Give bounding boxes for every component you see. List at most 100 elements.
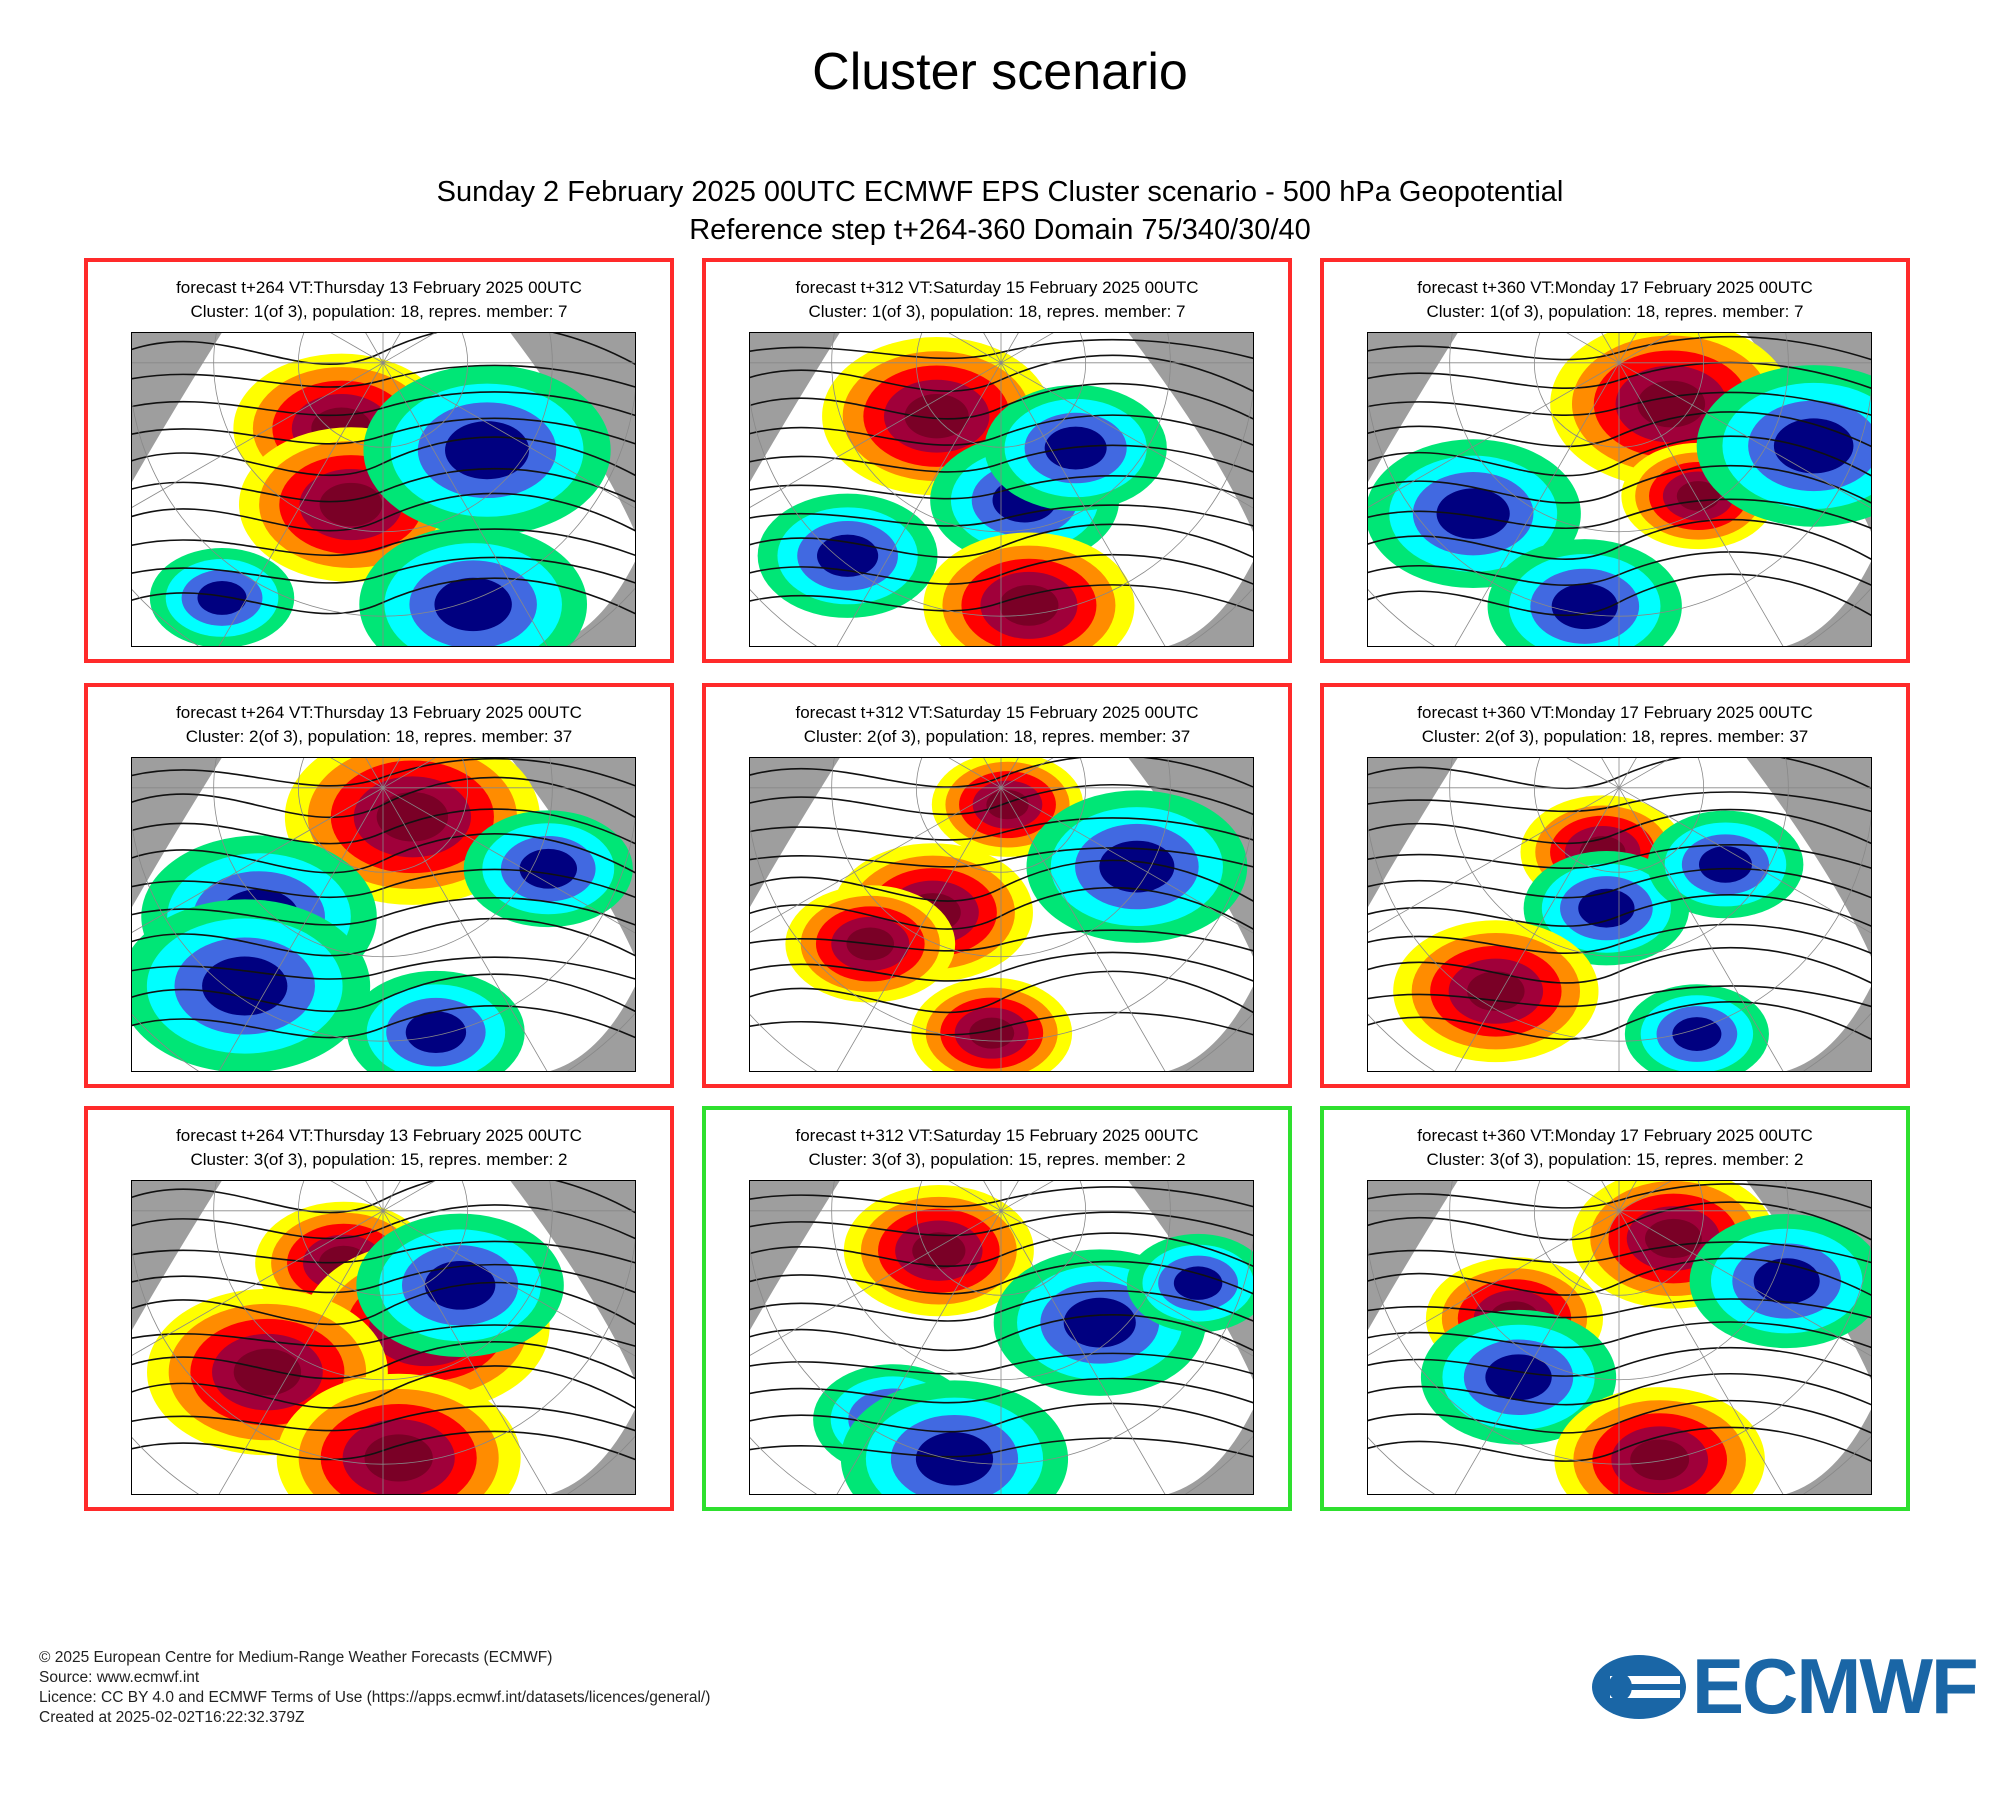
longitude-gridline: [218, 362, 384, 646]
longitude-gridline: [836, 787, 1002, 1071]
geopotential-contour: [132, 1405, 635, 1432]
longitude-gridline: [836, 1210, 1002, 1494]
geopotential-contour: [1368, 946, 1871, 984]
longitude-gridline: [750, 1210, 1002, 1356]
map-outside-area: [510, 333, 635, 532]
geopotential-contour: [132, 436, 635, 477]
geopotential-contour: [1368, 335, 1871, 361]
cluster-panel: forecast t+360 VT:Monday 17 February 202…: [1320, 1106, 1910, 1511]
positive-anomaly-area: [1676, 481, 1720, 511]
geopotential-contour: [750, 1314, 1253, 1352]
longitude-gridline: [1000, 1210, 1166, 1494]
longitude-gridline: [132, 362, 384, 508]
geopotential-contour: [750, 1186, 1253, 1208]
longitude-gridline: [1000, 787, 1253, 934]
cluster-panel: forecast t+360 VT:Monday 17 February 202…: [1320, 258, 1910, 663]
negative-anomaly-area: [1099, 840, 1175, 893]
geopotential-map: [749, 332, 1254, 647]
footer-created: Created at 2025-02-02T16:22:32.379Z: [39, 1709, 305, 1726]
negative-anomaly-area: [445, 421, 530, 480]
negative-anomaly-area: [1173, 1266, 1223, 1300]
geopotential-contour: [1368, 1321, 1871, 1349]
longitude-gridline: [1000, 362, 1253, 509]
longitude-gridline: [382, 362, 548, 646]
geopotential-contour: [750, 382, 1253, 420]
longitude-gridline: [382, 787, 548, 1071]
longitude-gridline: [1368, 1210, 1620, 1356]
geopotential-contour: [132, 1181, 635, 1214]
geopotential-contour: [132, 467, 635, 503]
panel-header: forecast t+360 VT:Monday 17 February 202…: [1324, 701, 1906, 749]
longitude-gridline: [382, 362, 635, 509]
map-outside-area: [132, 333, 222, 483]
negative-anomaly-area: [915, 1432, 994, 1486]
panel-forecast-label: forecast t+360 VT:Monday 17 February 202…: [1417, 278, 1813, 297]
negative-anomaly-area: [1485, 1354, 1552, 1401]
geopotential-map-image: [750, 1181, 1253, 1494]
geopotential-contour: [750, 523, 1253, 559]
geopotential-map: [749, 757, 1254, 1072]
map-outside-area: [1128, 333, 1253, 532]
map-outside-area: [750, 1181, 840, 1331]
geopotential-contour: [132, 1430, 635, 1461]
longitude-gridline: [218, 787, 384, 1071]
longitude-gridline: [382, 1210, 548, 1494]
panel-forecast-label: forecast t+264 VT:Thursday 13 February 2…: [176, 703, 582, 722]
footer-copyright: © 2025 European Centre for Medium-Range …: [39, 1649, 553, 1666]
geopotential-contour: [750, 584, 1253, 612]
geopotential-map-image: [1368, 758, 1871, 1071]
negative-anomaly-area: [1698, 846, 1752, 883]
map-outside-area: [1368, 758, 1458, 908]
cluster-panel: forecast t+264 VT:Thursday 13 February 2…: [84, 683, 674, 1088]
geopotential-contour: [132, 364, 635, 388]
geopotential-contour: [132, 1204, 635, 1240]
geopotential-contour: [132, 1324, 635, 1347]
geopotential-map: [131, 757, 636, 1072]
panel-forecast-label: forecast t+360 VT:Monday 17 February 202…: [1417, 703, 1813, 722]
cluster-panel: forecast t+312 VT:Saturday 15 February 2…: [702, 258, 1292, 663]
geopotential-contour: [750, 859, 1253, 902]
negative-anomaly-area: [1551, 583, 1618, 630]
panel-cluster-label: Cluster: 1(of 3), population: 18, repres…: [1426, 302, 1804, 321]
geopotential-contour: [750, 475, 1253, 500]
panel-forecast-label: forecast t+312 VT:Saturday 15 February 2…: [795, 703, 1199, 722]
longitude-gridline: [836, 362, 1002, 646]
panel-header: forecast t+360 VT:Monday 17 February 202…: [1324, 1124, 1906, 1172]
negative-anomaly-area: [202, 956, 288, 1016]
geopotential-contour: [1368, 1298, 1871, 1319]
geopotential-contour: [1368, 844, 1871, 869]
geopotential-map: [1367, 332, 1872, 647]
geopotential-contour: [1368, 1346, 1871, 1377]
geopotential-contour: [132, 973, 635, 1013]
panel-header: forecast t+264 VT:Thursday 13 February 2…: [88, 1124, 670, 1172]
negative-anomaly-area: [1773, 418, 1854, 474]
map-outside-area: [1368, 333, 1458, 483]
geopotential-map: [131, 332, 636, 647]
positive-anomaly-area: [912, 1232, 966, 1270]
geopotential-contour: [132, 833, 635, 874]
geopotential-contour: [1368, 808, 1871, 845]
geopotential-contour: [132, 776, 635, 819]
positive-anomaly-area: [233, 1348, 302, 1396]
map-outside-area: [1786, 986, 1871, 1071]
geopotential-contour: [750, 886, 1253, 930]
geopotential-contour: [1368, 391, 1871, 416]
map-outside-area: [1786, 1409, 1871, 1494]
geopotential-contour: [132, 1263, 635, 1294]
geopotential-contour: [132, 417, 635, 445]
map-outside-area: [1746, 758, 1871, 957]
negative-anomaly-area: [519, 848, 578, 889]
longitude-gridline: [1000, 1210, 1253, 1357]
panel-forecast-label: forecast t+360 VT:Monday 17 February 202…: [1417, 1126, 1813, 1145]
geopotential-contour: [1368, 361, 1871, 389]
geopotential-contour: [132, 556, 635, 584]
geopotential-contour: [750, 444, 1253, 473]
geopotential-contour: [1368, 435, 1871, 477]
geopotential-contour: [750, 758, 1253, 788]
longitude-gridline: [1000, 787, 1166, 1071]
geopotential-map: [131, 1180, 636, 1495]
panel-cluster-label: Cluster: 3(of 3), population: 15, repres…: [1426, 1150, 1804, 1169]
geopotential-contour: [132, 808, 635, 845]
panel-cluster-label: Cluster: 2(of 3), population: 18, repres…: [185, 727, 573, 746]
geopotential-contour: [1368, 1257, 1871, 1296]
